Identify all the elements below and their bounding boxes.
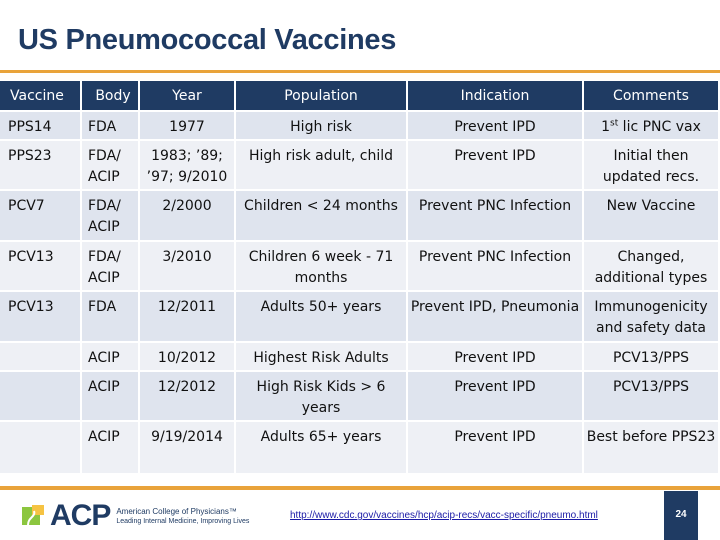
table-row: PPS14 FDA 1977 High risk Prevent IPD 1st… bbox=[0, 110, 720, 139]
cell-population: Highest Risk Adults bbox=[236, 341, 408, 370]
cell-population: Children < 24 months bbox=[236, 189, 408, 240]
cell-year: 2/2000 bbox=[140, 189, 236, 240]
cell-indication: Prevent PNC Infection bbox=[408, 189, 584, 240]
table-row: PCV13 FDA/ ACIP 3/2010 Children 6 week -… bbox=[0, 240, 720, 290]
cell-vaccine bbox=[0, 341, 82, 370]
logo-tagline: Leading Internal Medicine, Improving Liv… bbox=[116, 518, 250, 525]
table-row: ACIP 12/2012 High Risk Kids > 6 years Pr… bbox=[0, 370, 720, 420]
cell-population: High risk bbox=[236, 110, 408, 139]
cell-vaccine bbox=[0, 420, 82, 473]
header-indication: Indication bbox=[408, 81, 584, 110]
cell-indication: Prevent IPD bbox=[408, 110, 584, 139]
table-row: ACIP 9/19/2014 Adults 65+ years Prevent … bbox=[0, 420, 720, 473]
cell-year: 3/2010 bbox=[140, 240, 236, 290]
cell-population: Adults 65+ years bbox=[236, 420, 408, 473]
cell-body: FDA/ ACIP bbox=[82, 139, 140, 189]
cell-body: FDA/ ACIP bbox=[82, 189, 140, 240]
logo-subtext: American College of Physicians™ Leading … bbox=[116, 507, 249, 525]
comment-ordinal: 1 bbox=[601, 119, 611, 135]
cell-year: 1983; ’89; ’97; 9/2010 bbox=[140, 139, 236, 189]
cell-comment: PCV13/PPS bbox=[584, 341, 720, 370]
table-row: PPS23 FDA/ ACIP 1983; ’89; ’97; 9/2010 H… bbox=[0, 139, 720, 189]
table-row: PCV7 FDA/ ACIP 2/2000 Children < 24 mont… bbox=[0, 189, 720, 240]
cell-indication: Prevent IPD bbox=[408, 341, 584, 370]
cell-comment: Immunogenicity and safety data bbox=[584, 290, 720, 341]
cell-indication: Prevent IPD bbox=[408, 139, 584, 189]
title-divider bbox=[0, 70, 720, 73]
cell-body: FDA bbox=[82, 110, 140, 139]
cell-comment: Changed, additional types bbox=[584, 240, 720, 290]
table-header-row: Vaccine Body Year Population Indication … bbox=[0, 81, 720, 110]
acp-logo: ACP American College of Physicians™ Lead… bbox=[20, 499, 260, 532]
cell-comment: 1st lic PNC vax bbox=[584, 110, 720, 139]
cell-year: 10/2012 bbox=[140, 341, 236, 370]
cell-body: ACIP bbox=[82, 341, 140, 370]
header-year: Year bbox=[140, 81, 236, 110]
header-comments: Comments bbox=[584, 81, 720, 110]
table-row: PCV13 FDA 12/2011 Adults 50+ years Preve… bbox=[0, 290, 720, 341]
cell-comment: New Vaccine bbox=[584, 189, 720, 240]
cell-indication: Prevent IPD, Pneumonia bbox=[408, 290, 584, 341]
header-vaccine: Vaccine bbox=[0, 81, 82, 110]
cell-vaccine: PCV13 bbox=[0, 240, 82, 290]
cell-indication: Prevent IPD bbox=[408, 370, 584, 420]
cell-population: High risk adult, child bbox=[236, 139, 408, 189]
cell-population: Adults 50+ years bbox=[236, 290, 408, 341]
cell-body: FDA/ ACIP bbox=[82, 240, 140, 290]
cell-body: ACIP bbox=[82, 370, 140, 420]
logo-organization-name: American College of Physicians™ bbox=[116, 507, 237, 516]
cell-vaccine: PPS23 bbox=[0, 139, 82, 189]
cdc-source-link[interactable]: http://www.cdc.gov/vaccines/hcp/acip-rec… bbox=[290, 510, 598, 521]
cell-body: FDA bbox=[82, 290, 140, 341]
cell-comment: PCV13/PPS bbox=[584, 370, 720, 420]
cell-vaccine: PCV7 bbox=[0, 189, 82, 240]
logo-wordmark: ACP bbox=[50, 499, 111, 532]
cell-year: 9/19/2014 bbox=[140, 420, 236, 473]
comment-rest: lic PNC vax bbox=[618, 119, 701, 135]
footer-divider bbox=[0, 486, 720, 490]
header-population: Population bbox=[236, 81, 408, 110]
cell-year: 1977 bbox=[140, 110, 236, 139]
footer bbox=[0, 486, 720, 540]
cell-year: 12/2011 bbox=[140, 290, 236, 341]
table-row: ACIP 10/2012 Highest Risk Adults Prevent… bbox=[0, 341, 720, 370]
cell-year: 12/2012 bbox=[140, 370, 236, 420]
cell-indication: Prevent IPD bbox=[408, 420, 584, 473]
cell-population: High Risk Kids > 6 years bbox=[236, 370, 408, 420]
comment-ordinal-suffix: st bbox=[610, 118, 619, 129]
page-number-badge: 24 bbox=[664, 491, 698, 540]
cell-indication: Prevent PNC Infection bbox=[408, 240, 584, 290]
cell-vaccine: PPS14 bbox=[0, 110, 82, 139]
cell-comment: Best before PPS23 bbox=[584, 420, 720, 473]
cell-population: Children 6 week - 71 months bbox=[236, 240, 408, 290]
cell-vaccine: PCV13 bbox=[0, 290, 82, 341]
vaccine-table: Vaccine Body Year Population Indication … bbox=[0, 81, 720, 473]
slide-title: US Pneumococcal Vaccines bbox=[18, 24, 397, 56]
cell-body: ACIP bbox=[82, 420, 140, 473]
header-body: Body bbox=[82, 81, 140, 110]
acp-caduceus-mark-icon bbox=[20, 503, 46, 529]
cell-comment: Initial then updated recs. bbox=[584, 139, 720, 189]
cell-vaccine bbox=[0, 370, 82, 420]
